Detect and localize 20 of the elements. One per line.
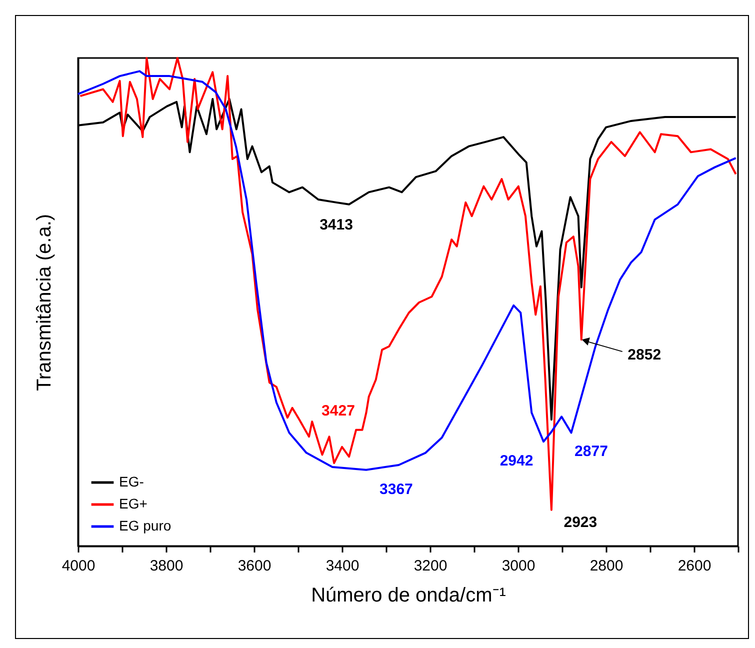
annotation: 2942	[500, 452, 534, 470]
annotation: 2852	[628, 346, 662, 364]
y-axis-title: Transmitância (e.a.)	[34, 214, 56, 392]
x-tick-label: 3000	[502, 558, 536, 574]
legend-label: EG puro	[119, 518, 172, 534]
annotation: 2877	[574, 442, 608, 460]
x-tick-label: 4000	[62, 558, 96, 574]
legend-label: EG+	[119, 496, 148, 512]
x-tick-label: 3200	[414, 558, 448, 574]
x-tick-label: 2800	[590, 558, 624, 574]
annotation: 3413	[320, 216, 353, 234]
x-tick-label: 2600	[678, 558, 712, 574]
x-tick-label: 3800	[150, 558, 184, 574]
annotation: 3367	[380, 480, 413, 498]
legend-label: EG-	[119, 474, 144, 490]
x-axis-title: Número de onda/cm⁻¹	[311, 584, 506, 606]
annotation: 3427	[322, 402, 355, 420]
x-tick-label: 3600	[238, 558, 272, 574]
annotation: 2923	[564, 514, 598, 531]
x-tick-label: 3400	[326, 558, 360, 574]
